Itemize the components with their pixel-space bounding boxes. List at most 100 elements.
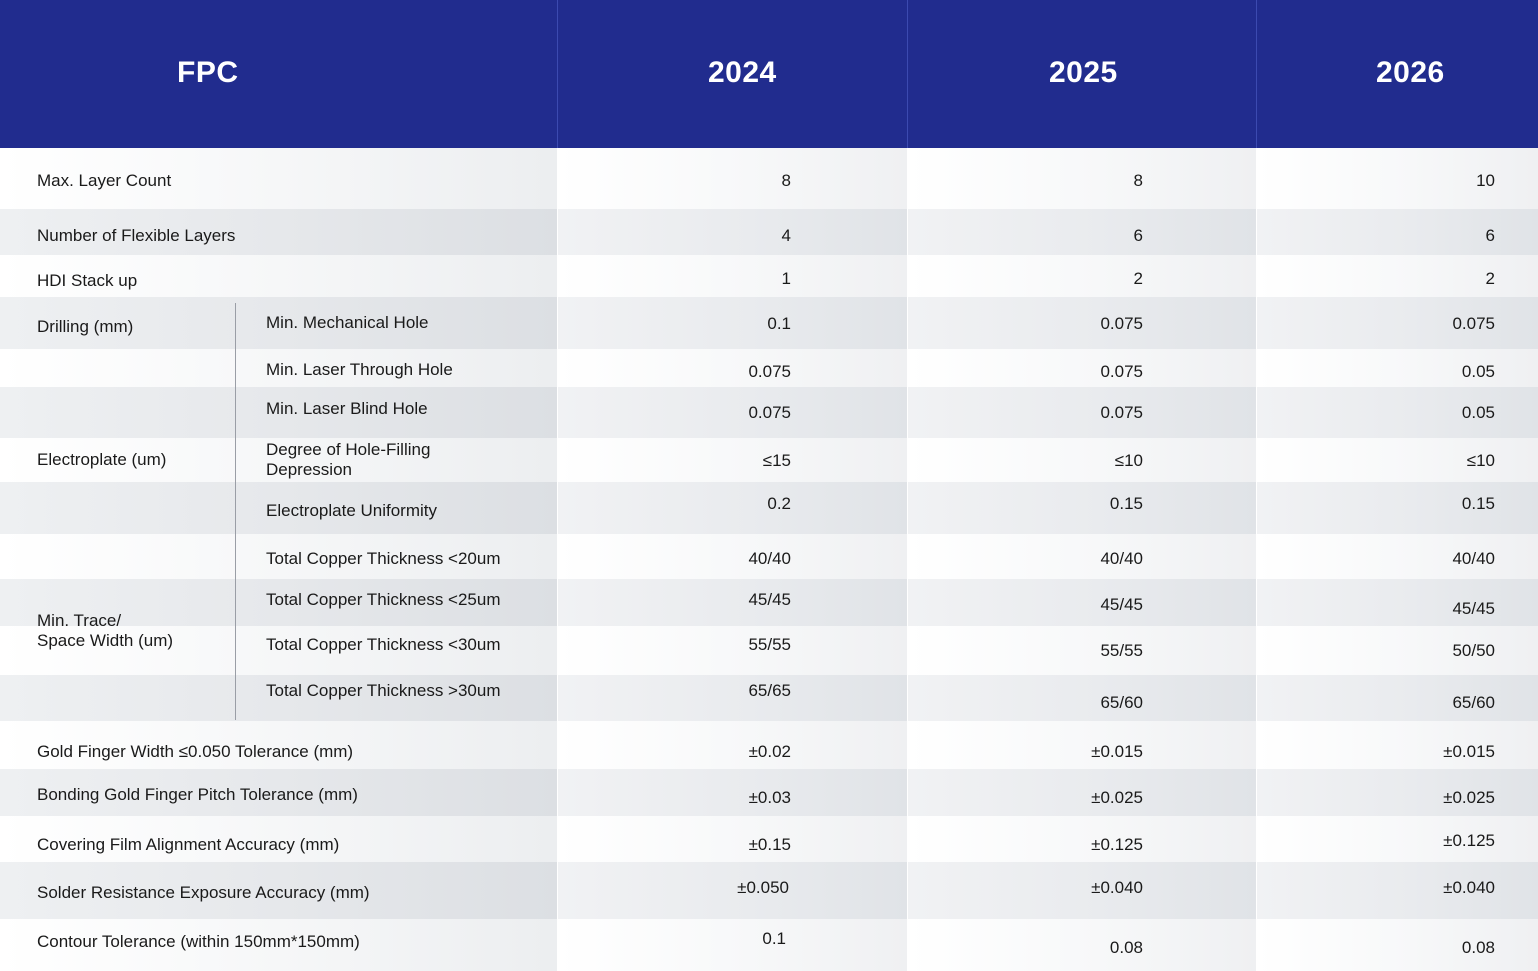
value-cell [908,387,1256,438]
value-cell [558,148,907,209]
value-cell [908,148,1256,209]
header-title-cell: FPC [0,0,557,148]
value-2025: ±0.040 [1091,878,1143,897]
value-2026: ±0.125 [1443,831,1495,850]
value-2026: 10 [1476,171,1495,190]
value-2026: 40/40 [1452,549,1495,568]
value-cell [558,579,907,626]
value-cell [558,862,907,919]
value-2024: 45/45 [748,590,791,609]
header-year-2025-cell: 2025 [908,0,1256,148]
value-cell [1257,387,1538,438]
value-2024: 0.1 [767,314,791,333]
group-divider [235,303,236,720]
value-cell [1257,721,1538,769]
value-2024: 0.1 [762,929,786,948]
row-label-cell [0,626,557,675]
value-cell [558,626,907,675]
value-2026: ±0.025 [1443,788,1495,807]
value-cell [908,769,1256,816]
value-2024: ≤15 [762,451,791,470]
header-divider [1256,0,1257,148]
group-label-trace-line1: Min. Trace/ [37,611,122,630]
row-label-cell [0,482,557,534]
table-row: HDI Stack up 1 2 2 [0,255,1538,297]
value-cell [1257,148,1538,209]
value-2026: ≤10 [1466,451,1495,470]
value-cell [1257,209,1538,255]
value-2025: 40/40 [1100,549,1143,568]
value-cell [558,534,907,579]
table-row: Min. Mechanical Hole 0.1 0.075 0.075 [0,297,1538,349]
value-2026: 65/60 [1452,693,1495,712]
value-cell [908,816,1256,862]
value-2024: 0.2 [767,494,791,513]
row-label-cell [0,816,557,862]
value-2025: ±0.015 [1091,742,1143,761]
group-label-electroplate: Electroplate (um) [37,450,167,469]
value-2024: ±0.03 [748,788,791,807]
table-row: Covering Film Alignment Accuracy (mm) ±0… [0,816,1538,862]
value-2025: ≤10 [1114,451,1143,470]
table-row: Contour Tolerance (within 150mm*150mm) 0… [0,919,1538,971]
value-2024: ±0.02 [748,742,791,761]
header-year-2026: 2026 [1376,56,1445,89]
row-label: Contour Tolerance (within 150mm*150mm) [37,932,360,951]
value-2025: 65/60 [1100,693,1143,712]
table-row: Total Copper Thickness >30um 65/65 65/60… [0,675,1538,721]
row-label-cell [0,579,557,626]
table-row: Total Copper Thickness <25um 45/45 45/45… [0,579,1538,626]
row-label-cell [0,862,557,919]
value-cell [1257,349,1538,387]
value-cell [558,675,907,721]
table-row: Total Copper Thickness <20um 40/40 40/40… [0,534,1538,579]
row-label-cell [0,387,557,438]
value-cell [558,297,907,349]
value-2025: 0.075 [1100,362,1143,381]
group-label-trace-line2: Space Width (um) [37,631,174,650]
value-2024: ±0.15 [748,835,791,854]
value-2026: 6 [1485,226,1495,245]
value-2026: 2 [1485,269,1495,288]
value-cell [1257,482,1538,534]
row-sublabel: Min. Laser Blind Hole [266,399,428,418]
value-cell [908,919,1256,971]
table-row: Max. Layer Count 8 8 10 [0,148,1538,209]
value-cell [1257,675,1538,721]
value-2026: 0.05 [1461,362,1495,381]
value-cell [908,209,1256,255]
value-cell [558,482,907,534]
table-row: Min. Laser Through Hole 0.075 0.075 0.05 [0,349,1538,387]
header-year-2024: 2024 [708,56,777,89]
row-sublabel: Total Copper Thickness <30um [266,635,501,654]
value-2025: 45/45 [1100,595,1143,614]
value-2026: 45/45 [1452,599,1495,618]
header-year-2025: 2025 [1049,56,1118,89]
value-2024: 1 [781,269,791,288]
row-label: Solder Resistance Exposure Accuracy (mm) [37,883,370,902]
value-cell [1257,919,1538,971]
row-label-cell [0,209,557,255]
row-label: HDI Stack up [37,271,138,290]
value-2024: 0.075 [748,362,791,381]
row-sublabel: Electroplate Uniformity [266,501,438,520]
value-cell [558,387,907,438]
value-cell [908,438,1256,482]
value-2025: ±0.125 [1091,835,1143,854]
value-cell [558,209,907,255]
row-label-cell [0,349,557,387]
row-label: Gold Finger Width ≤0.050 Tolerance (mm) [37,742,354,761]
value-2025: 0.075 [1100,314,1143,333]
value-cell [558,349,907,387]
value-2024: 0.075 [748,403,791,422]
value-cell [1257,769,1538,816]
value-2026: 0.08 [1461,938,1495,957]
row-sublabel: Total Copper Thickness <20um [266,549,501,568]
table-row: Min. Laser Blind Hole 0.075 0.075 0.05 [0,387,1538,438]
row-label-cell [0,534,557,579]
row-label: Max. Layer Count [37,171,172,190]
header-divider [557,0,558,148]
row-label-cell [0,769,557,816]
value-cell [908,297,1256,349]
value-2025: 8 [1133,171,1143,190]
